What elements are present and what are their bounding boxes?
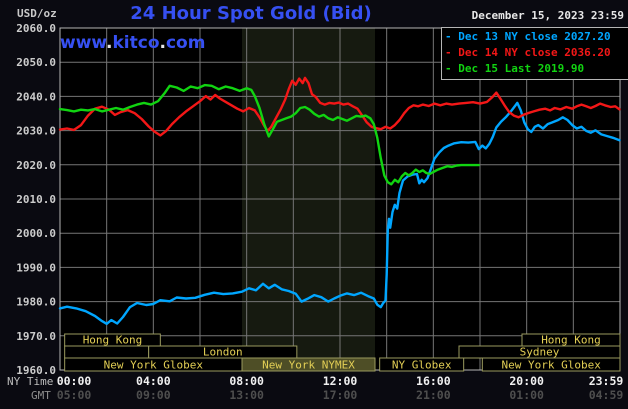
session-label: New York NYMEX bbox=[262, 359, 355, 372]
session-label: New York Globex bbox=[501, 359, 601, 372]
ny-time-label: 12:00 bbox=[323, 374, 358, 388]
kitco-logo-kitco: kitco bbox=[112, 33, 160, 53]
date-label: December 15, 2023 23:59 bbox=[471, 9, 624, 22]
legend-dash-icon: - bbox=[445, 62, 459, 75]
session-label: NY Globex bbox=[392, 359, 452, 372]
series-line-dec-13 bbox=[58, 101, 621, 325]
gmt-time-label: 05:00 bbox=[57, 388, 92, 402]
y-axis-label: 2010.0 bbox=[16, 193, 56, 206]
session-label: New York Globex bbox=[104, 359, 204, 372]
session-box-ny-globex bbox=[379, 357, 465, 372]
legend-entry-label: Dec 15 Last 2019.90 bbox=[458, 62, 585, 75]
session-box-new-york-globex bbox=[481, 357, 621, 372]
legend-dash-icon: - bbox=[445, 46, 459, 59]
y-axis-label: 1970.0 bbox=[16, 330, 56, 343]
ny-time-label: 16:00 bbox=[416, 374, 451, 388]
ny-time-label: 23:59 bbox=[589, 374, 624, 388]
ny-time-label: 20:00 bbox=[509, 374, 544, 388]
gmt-time-label: 09:00 bbox=[136, 388, 171, 402]
ny-time-label: 08:00 bbox=[229, 374, 264, 388]
y-axis-label: 1990.0 bbox=[16, 261, 56, 274]
y-axis-label: 2020.0 bbox=[16, 159, 56, 172]
gmt-time-label: 13:00 bbox=[229, 388, 264, 402]
y-axis-label: 2000.0 bbox=[16, 227, 56, 240]
y-axis-label: 2030.0 bbox=[16, 125, 56, 138]
session-label: Hong Kong bbox=[541, 334, 601, 347]
legend-entry-dec15: - Dec 15 Last 2019.90 bbox=[445, 61, 628, 77]
session-label: London bbox=[203, 346, 243, 359]
gmt-time-label: 04:59 bbox=[589, 388, 624, 402]
kitco-logo-com: com bbox=[165, 33, 206, 53]
legend-entry-dec14: - Dec 14 NY close 2036.20 bbox=[445, 45, 628, 61]
y-axis-label: 2050.0 bbox=[16, 56, 56, 69]
kitco-logo: www.kitco.com bbox=[60, 33, 205, 53]
kitco-logo-www: www bbox=[60, 33, 107, 53]
page-title: 24 Hour Spot Gold (Bid) bbox=[130, 3, 372, 24]
gmt-caption: GMT bbox=[31, 389, 51, 402]
y-axis-label: 1960.0 bbox=[16, 364, 56, 377]
series-line-dec-14 bbox=[58, 76, 621, 137]
y-axis-label: 1980.0 bbox=[16, 296, 56, 309]
gmt-time-label: 01:00 bbox=[509, 388, 544, 402]
session-label: Hong Kong bbox=[83, 334, 143, 347]
session-box-new-york-nymex bbox=[241, 357, 376, 372]
legend-entry-label: Dec 14 NY close 2036.20 bbox=[458, 46, 611, 59]
legend-dash-icon: - bbox=[445, 30, 459, 43]
series-line-dec-15 bbox=[58, 83, 480, 186]
kitco-logo-dot: . bbox=[159, 33, 166, 53]
unit-label: USD/oz bbox=[17, 7, 57, 20]
legend-entry-dec13: - Dec 13 NY close 2027.20 bbox=[445, 29, 628, 45]
ny-time-label: 04:00 bbox=[136, 374, 171, 388]
gmt-time-label: 21:00 bbox=[416, 388, 451, 402]
session-box-blank bbox=[64, 345, 150, 359]
ny-time-label: 00:00 bbox=[57, 374, 92, 388]
session-label: Sydney bbox=[520, 346, 560, 359]
gmt-time-label: 17:00 bbox=[323, 388, 358, 402]
y-axis-label: 2060.0 bbox=[16, 22, 56, 35]
kitco-logo-dot: . bbox=[106, 33, 113, 53]
ny-time-caption: NY Time bbox=[7, 375, 54, 388]
legend-entry-label: Dec 13 NY close 2027.20 bbox=[458, 30, 611, 43]
legend: - Dec 13 NY close 2027.20 - Dec 14 NY cl… bbox=[441, 27, 628, 80]
y-axis-label: 2040.0 bbox=[16, 90, 56, 103]
